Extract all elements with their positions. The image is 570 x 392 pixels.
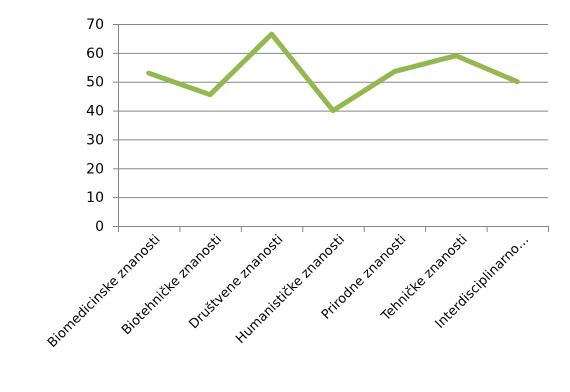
series <box>146 31 520 114</box>
y-tick-label: 60 <box>86 46 104 62</box>
y-tick-label: 0 <box>95 219 104 235</box>
axes <box>113 24 549 232</box>
y-tick-label: 70 <box>86 17 104 33</box>
y-tick-label: 30 <box>86 132 104 148</box>
y-tick-label: 10 <box>86 190 104 206</box>
y-tick-label: 50 <box>86 75 104 91</box>
x-tick-label: Biotehničke znanosti <box>119 232 225 338</box>
series-line-0 <box>146 31 520 114</box>
y-axis-tick-labels: 0 10 20 30 40 50 60 70 <box>86 17 104 235</box>
y-tick-label: 40 <box>86 104 104 120</box>
x-tick-label: Humanističke znanosti <box>233 232 348 347</box>
x-tick-label: Biomedicinske znanosti <box>45 232 164 351</box>
gridlines <box>118 24 548 227</box>
y-tick-label: 20 <box>86 161 104 177</box>
